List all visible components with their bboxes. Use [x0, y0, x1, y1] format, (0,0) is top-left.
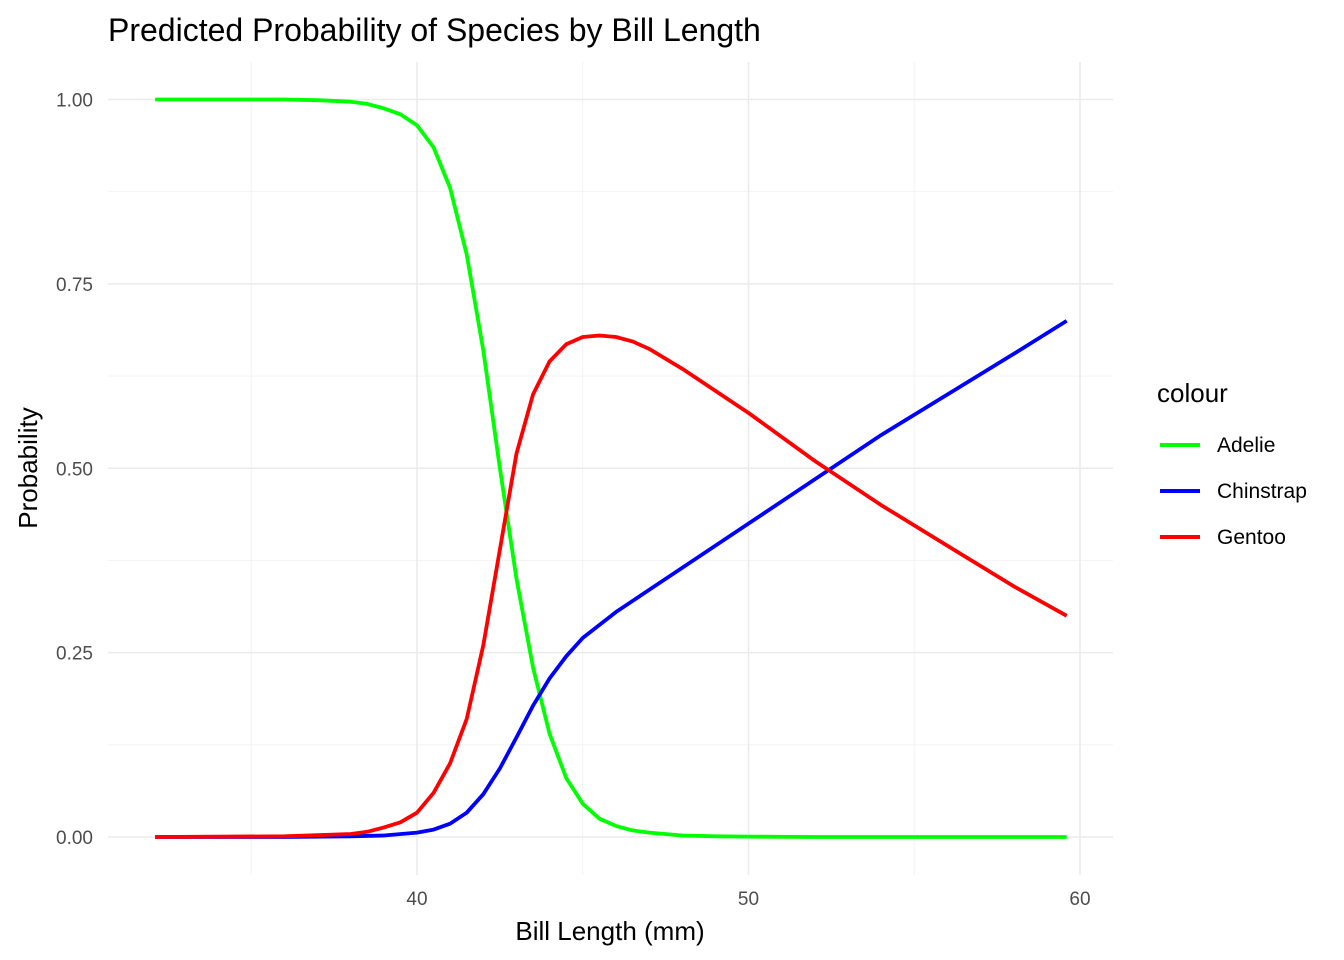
x-tick-label: 60 — [1069, 889, 1090, 910]
legend: colour Adelie Chinstrap Gentoo — [1157, 378, 1307, 549]
legend-label-chinstrap: Chinstrap — [1217, 480, 1307, 503]
series-lines — [155, 97, 1068, 839]
x-tick-labels: 40 50 60 — [406, 889, 1090, 910]
legend-label-gentoo: Gentoo — [1217, 526, 1286, 549]
y-tick-label: 0.25 — [56, 644, 93, 665]
x-axis-title: Bill Length (mm) — [515, 916, 704, 946]
y-tick-labels: 0.00 0.25 0.50 0.75 1.00 — [56, 91, 93, 850]
legend-title: colour — [1157, 378, 1228, 408]
y-tick-label: 0.00 — [56, 828, 93, 849]
grid — [108, 62, 1113, 875]
y-tick-label: 1.00 — [56, 91, 93, 112]
series-line-adelie — [155, 97, 1067, 839]
series-line-chinstrap — [155, 319, 1068, 839]
y-tick-label: 0.50 — [56, 459, 93, 480]
series-line-gentoo — [155, 333, 1068, 839]
chart-title: Predicted Probability of Species by Bill… — [108, 12, 761, 48]
y-axis-title: Probability — [13, 407, 43, 528]
x-tick-label: 50 — [738, 889, 759, 910]
x-tick-label: 40 — [406, 889, 427, 910]
legend-label-adelie: Adelie — [1217, 434, 1275, 457]
y-tick-label: 0.75 — [56, 275, 93, 296]
